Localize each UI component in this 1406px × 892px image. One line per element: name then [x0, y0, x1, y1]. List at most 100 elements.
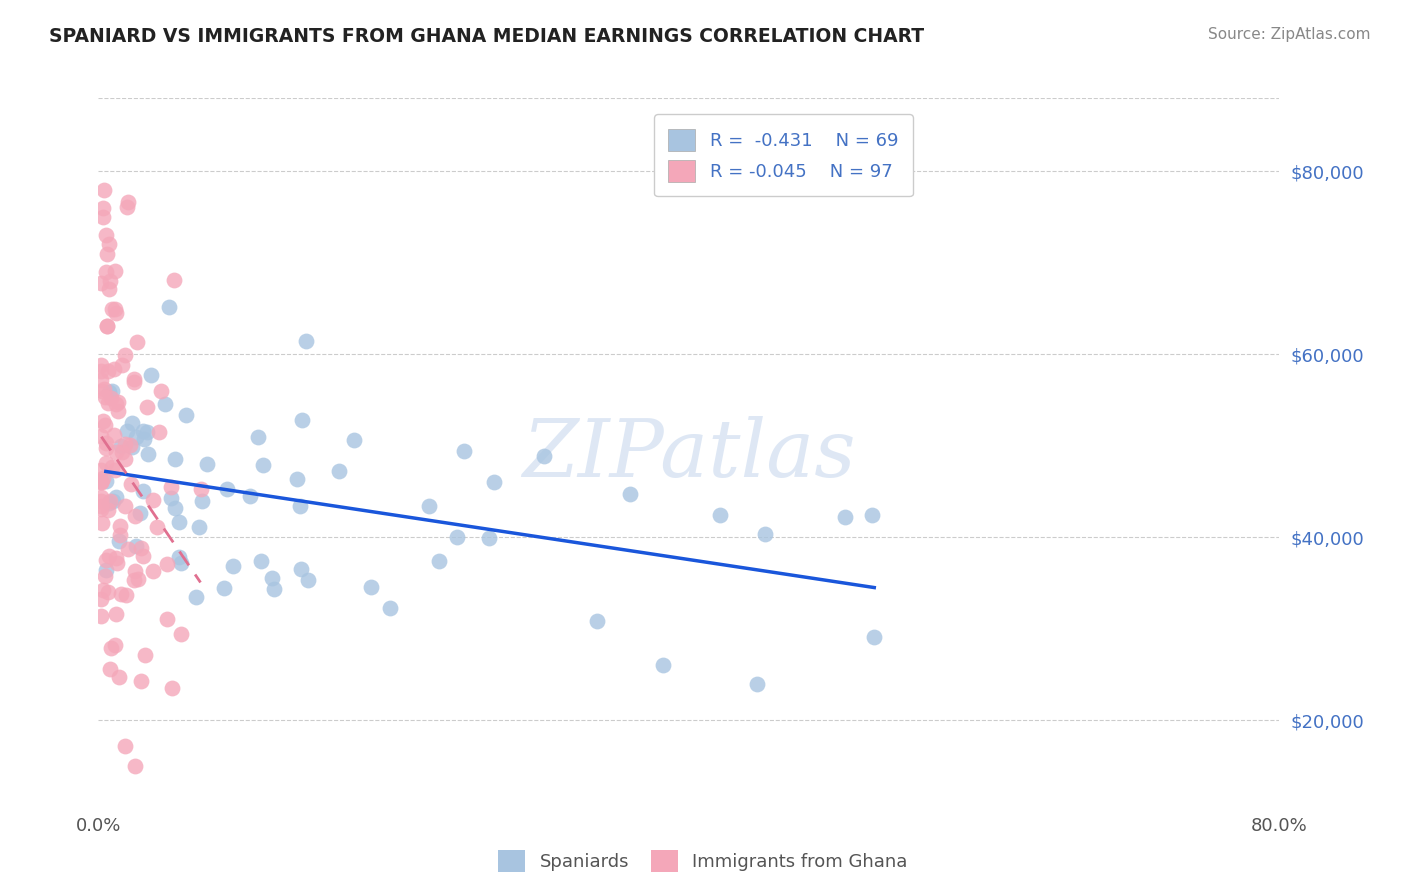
Point — [124, 508, 146, 523]
Point — [90, 276, 112, 290]
Point — [117, 194, 139, 209]
Point — [197, 458, 219, 472]
Point — [97, 364, 120, 378]
Point — [91, 210, 114, 224]
Point — [167, 515, 190, 529]
Point — [163, 273, 186, 287]
Point — [111, 445, 134, 459]
Point — [149, 384, 172, 398]
Point — [91, 201, 114, 215]
Point — [90, 490, 112, 504]
Point — [125, 539, 148, 553]
Point — [446, 530, 468, 544]
Point — [104, 463, 127, 477]
Point — [125, 334, 148, 349]
Point — [125, 430, 148, 444]
Point — [418, 499, 440, 513]
Point — [652, 658, 675, 673]
Point — [619, 486, 641, 500]
Point — [97, 385, 120, 400]
Point — [108, 534, 131, 549]
Point — [94, 441, 117, 455]
Point — [103, 428, 125, 442]
Point — [288, 499, 311, 513]
Point — [121, 416, 143, 430]
Point — [142, 493, 165, 508]
Point — [122, 573, 145, 587]
Point — [453, 444, 475, 458]
Point — [90, 364, 112, 378]
Point — [146, 520, 169, 534]
Point — [170, 556, 193, 570]
Point — [122, 375, 145, 389]
Point — [290, 562, 312, 576]
Point — [260, 570, 283, 584]
Point — [104, 397, 127, 411]
Point — [100, 301, 122, 316]
Point — [378, 601, 401, 615]
Point — [91, 516, 114, 530]
Point — [90, 358, 112, 372]
Point — [129, 673, 152, 688]
Point — [104, 490, 127, 504]
Point — [91, 414, 114, 428]
Point — [107, 395, 129, 409]
Point — [128, 507, 150, 521]
Text: SPANIARD VS IMMIGRANTS FROM GHANA MEDIAN EARNINGS CORRELATION CHART: SPANIARD VS IMMIGRANTS FROM GHANA MEDIAN… — [49, 27, 924, 45]
Point — [94, 436, 117, 450]
Point — [709, 508, 731, 522]
Text: Source: ZipAtlas.com: Source: ZipAtlas.com — [1208, 27, 1371, 42]
Legend: R =  -0.431    N = 69, R = -0.045    N = 97: R = -0.431 N = 69, R = -0.045 N = 97 — [654, 114, 912, 196]
Point — [105, 551, 128, 566]
Point — [117, 541, 139, 556]
Point — [115, 588, 138, 602]
Point — [328, 464, 350, 478]
Point — [98, 282, 121, 296]
Point — [90, 474, 112, 488]
Point — [136, 447, 159, 461]
Point — [115, 200, 138, 214]
Point — [155, 612, 177, 626]
Point — [97, 496, 120, 510]
Point — [586, 614, 609, 628]
Point — [120, 477, 142, 491]
Point — [156, 557, 179, 571]
Point — [478, 531, 501, 545]
Point — [118, 438, 141, 452]
Point — [174, 408, 197, 422]
Point — [110, 439, 132, 453]
Point — [90, 592, 112, 607]
Point — [427, 554, 450, 568]
Point — [170, 626, 193, 640]
Point — [90, 384, 112, 399]
Point — [127, 572, 149, 586]
Text: ZIPatlas: ZIPatlas — [522, 417, 856, 493]
Point — [90, 429, 112, 443]
Point — [103, 494, 125, 508]
Point — [250, 554, 273, 568]
Point — [110, 586, 132, 600]
Point — [167, 549, 190, 564]
Point — [93, 382, 115, 396]
Point — [134, 648, 156, 663]
Point — [96, 563, 118, 577]
Point — [148, 425, 170, 440]
Point — [157, 300, 180, 314]
Point — [100, 641, 122, 656]
Point — [132, 549, 155, 563]
Point — [215, 482, 238, 496]
Point — [114, 499, 136, 513]
Point — [114, 451, 136, 466]
Point — [94, 265, 117, 279]
Point — [104, 301, 127, 316]
Point — [188, 520, 211, 534]
Point — [94, 418, 117, 433]
Point — [142, 564, 165, 578]
Point — [160, 480, 183, 494]
Point — [124, 759, 146, 773]
Point — [94, 456, 117, 470]
Point — [90, 373, 112, 387]
Point — [93, 569, 115, 583]
Point — [91, 582, 114, 597]
Point — [247, 430, 270, 444]
